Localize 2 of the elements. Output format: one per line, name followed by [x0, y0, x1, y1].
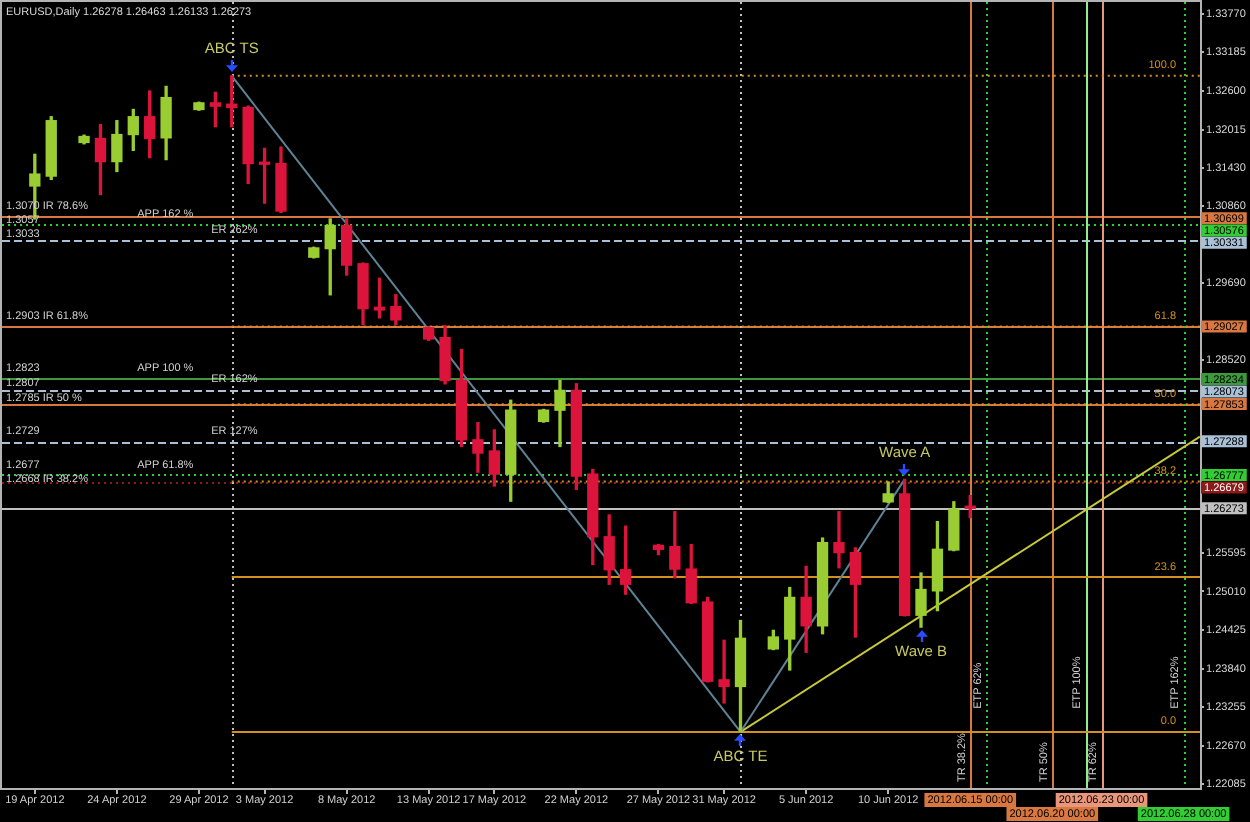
- candlestick: [833, 511, 845, 569]
- candlestick: [718, 639, 730, 704]
